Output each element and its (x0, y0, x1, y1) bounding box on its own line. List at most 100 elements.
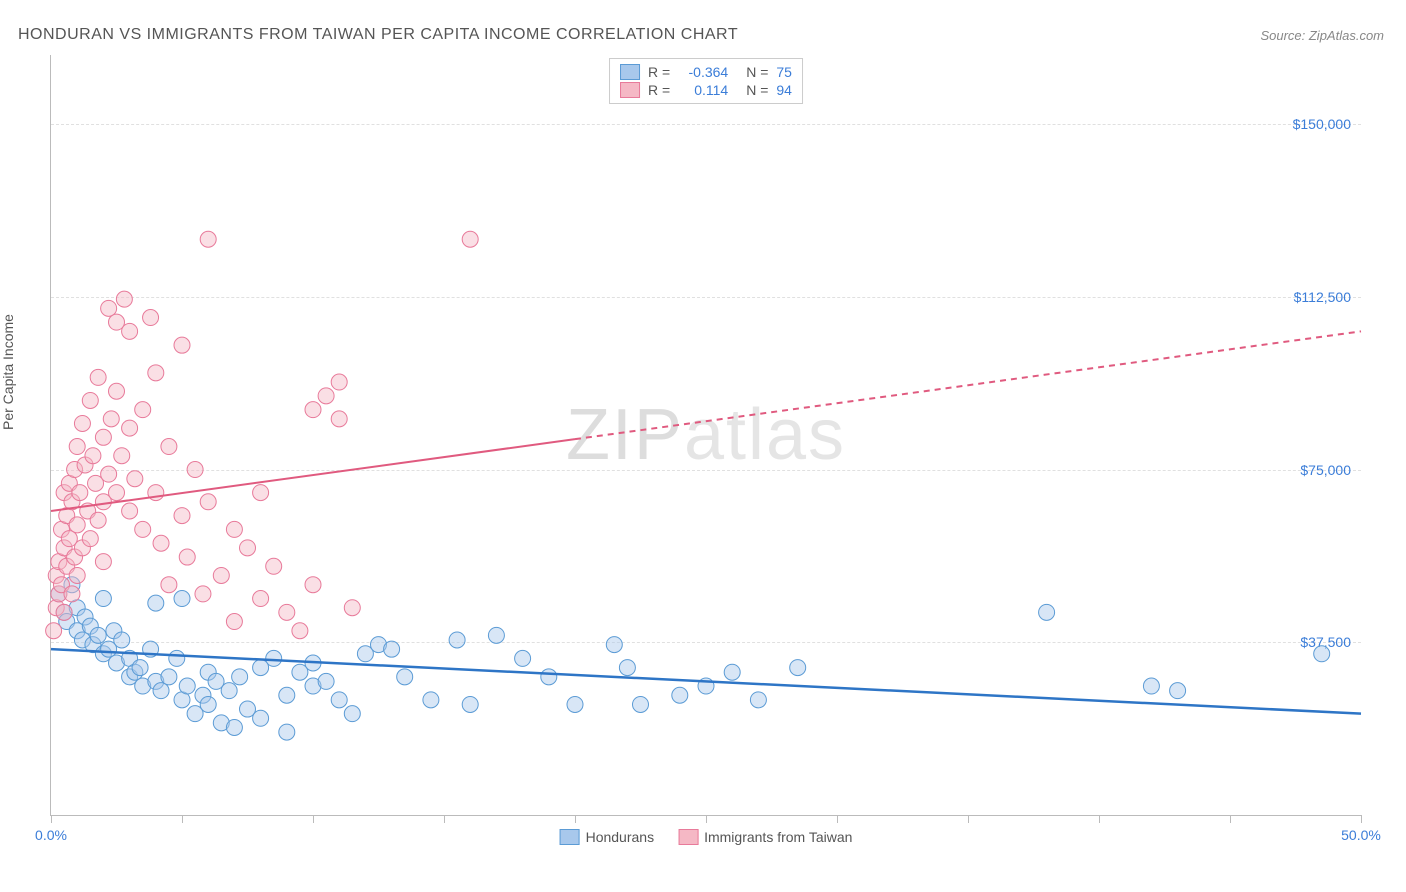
data-point (200, 231, 216, 247)
x-tick (575, 815, 576, 823)
data-point (449, 632, 465, 648)
data-point (74, 415, 90, 431)
legend-swatch (678, 829, 698, 845)
data-point (179, 678, 195, 694)
data-point (226, 614, 242, 630)
data-point (633, 696, 649, 712)
data-point (174, 591, 190, 607)
x-tick (444, 815, 445, 823)
data-point (90, 627, 106, 643)
data-point (179, 549, 195, 565)
x-tick (51, 815, 52, 823)
data-point (221, 683, 237, 699)
data-point (318, 673, 334, 689)
x-tick-label: 50.0% (1341, 827, 1381, 843)
legend-n-label: N = (746, 82, 768, 98)
data-point (64, 586, 80, 602)
correlation-legend: R =-0.364N =75R =0.114N =94 (609, 58, 803, 104)
data-point (95, 429, 111, 445)
data-point (200, 494, 216, 510)
data-point (116, 291, 132, 307)
data-point (132, 660, 148, 676)
x-tick-label: 0.0% (35, 827, 67, 843)
legend-n-value: 75 (776, 64, 792, 80)
data-point (462, 696, 478, 712)
x-tick (1230, 815, 1231, 823)
data-point (253, 485, 269, 501)
data-point (344, 706, 360, 722)
data-point (82, 392, 98, 408)
data-point (266, 558, 282, 574)
data-point (169, 650, 185, 666)
chart-title: HONDURAN VS IMMIGRANTS FROM TAIWAN PER C… (18, 26, 738, 44)
legend-r-label: R = (648, 64, 670, 80)
data-point (148, 365, 164, 381)
data-point (56, 604, 72, 620)
data-point (90, 369, 106, 385)
data-point (1039, 604, 1055, 620)
data-point (122, 323, 138, 339)
legend-series-item: Immigrants from Taiwan (678, 829, 852, 845)
data-point (153, 535, 169, 551)
data-point (161, 669, 177, 685)
data-point (515, 650, 531, 666)
x-tick (968, 815, 969, 823)
data-point (240, 540, 256, 556)
data-point (232, 669, 248, 685)
legend-swatch (620, 64, 640, 80)
legend-n-label: N = (746, 64, 768, 80)
y-axis-label: Per Capita Income (0, 314, 16, 430)
data-point (187, 462, 203, 478)
data-point (161, 577, 177, 593)
data-point (1143, 678, 1159, 694)
data-point (85, 448, 101, 464)
data-point (724, 664, 740, 680)
data-point (790, 660, 806, 676)
legend-series-item: Hondurans (560, 829, 655, 845)
legend-series-name: Hondurans (586, 829, 655, 845)
chart-plot-area: ZIPatlas $37,500$75,000$112,500$150,000 … (50, 55, 1361, 816)
data-point (161, 439, 177, 455)
data-point (750, 692, 766, 708)
legend-r-value: -0.364 (678, 64, 728, 80)
x-tick (1099, 815, 1100, 823)
scatter-plot-svg (51, 55, 1361, 815)
data-point (69, 567, 85, 583)
data-point (1314, 646, 1330, 662)
data-point (226, 719, 242, 735)
data-point (109, 383, 125, 399)
data-point (153, 683, 169, 699)
x-tick (313, 815, 314, 823)
data-point (423, 692, 439, 708)
data-point (279, 604, 295, 620)
data-point (69, 439, 85, 455)
data-point (318, 388, 334, 404)
data-point (90, 512, 106, 528)
data-point (226, 521, 242, 537)
data-point (1170, 683, 1186, 699)
data-point (82, 531, 98, 547)
data-point (305, 402, 321, 418)
x-tick (837, 815, 838, 823)
data-point (148, 595, 164, 611)
source-attribution: Source: ZipAtlas.com (1260, 28, 1384, 43)
data-point (95, 554, 111, 570)
data-point (331, 692, 347, 708)
data-point (135, 402, 151, 418)
x-tick (1361, 815, 1362, 823)
legend-stat-row: R =0.114N =94 (620, 81, 792, 99)
data-point (174, 508, 190, 524)
data-point (109, 485, 125, 501)
data-point (488, 627, 504, 643)
x-tick (182, 815, 183, 823)
data-point (46, 623, 62, 639)
data-point (279, 724, 295, 740)
series-legend: Hondurans Immigrants from Taiwan (560, 829, 853, 845)
legend-stat-row: R = -0.364 N = 75 (620, 63, 792, 81)
data-point (292, 623, 308, 639)
legend-swatch (620, 82, 640, 98)
data-point (195, 586, 211, 602)
legend-n-value: 94 (776, 82, 792, 98)
data-point (331, 374, 347, 390)
data-point (344, 600, 360, 616)
